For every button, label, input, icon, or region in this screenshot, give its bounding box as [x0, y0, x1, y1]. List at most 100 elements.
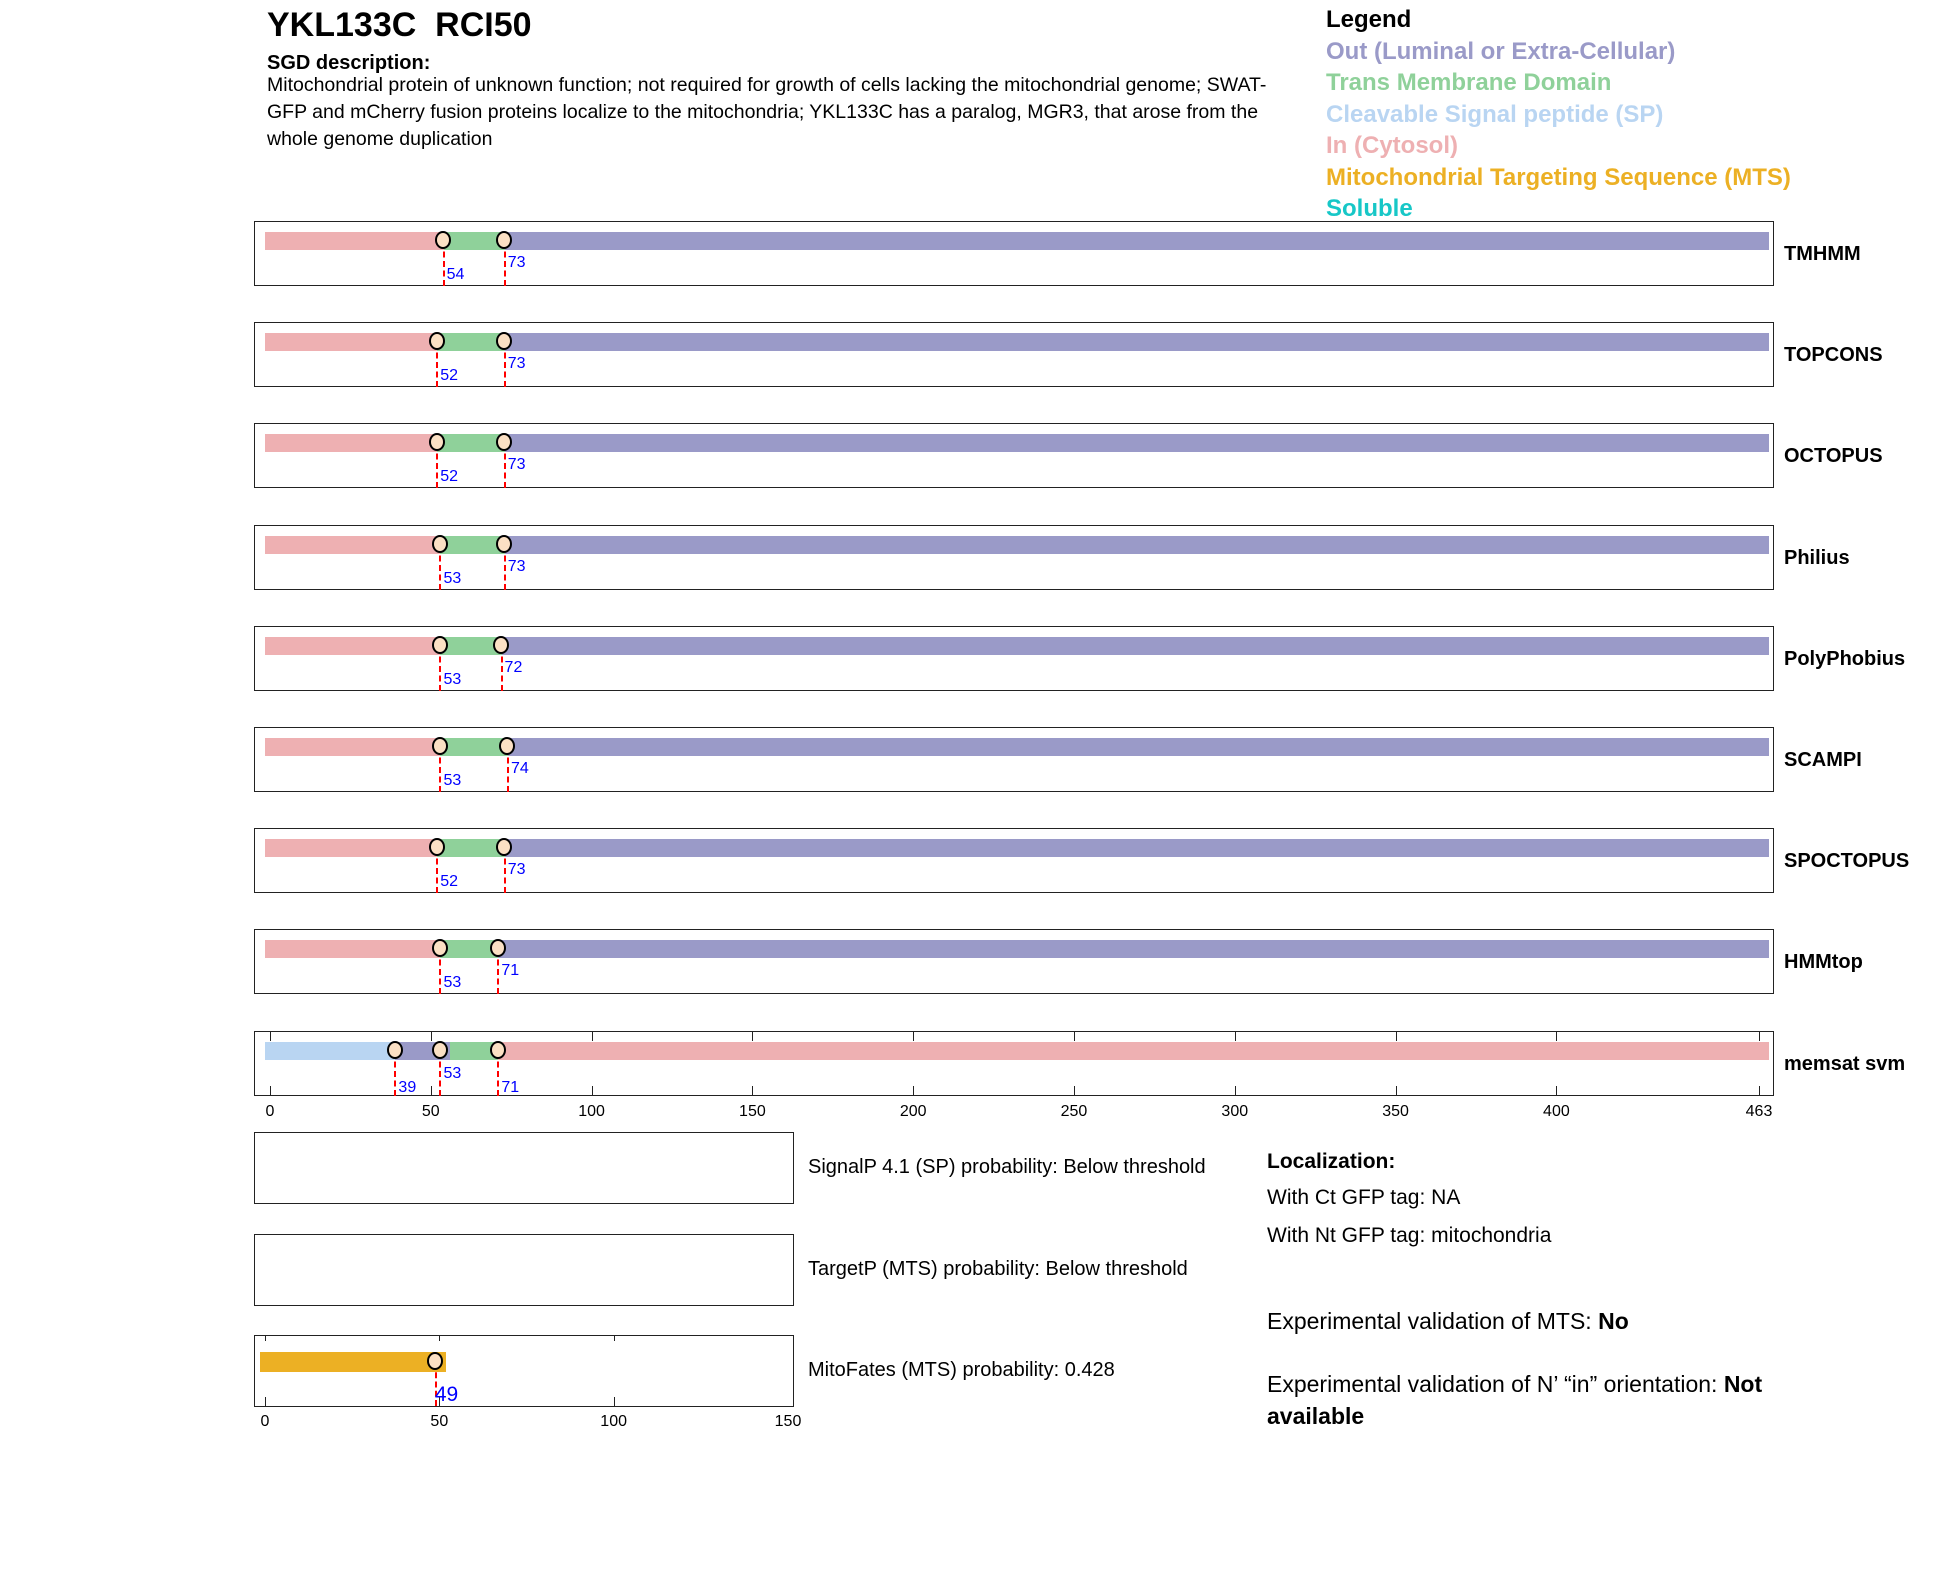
boundary-marker	[428, 838, 445, 857]
segment-tm	[440, 738, 508, 756]
segment-tm	[440, 535, 505, 554]
legend-out: Out (Luminal or Extra-Cellular)	[1326, 37, 1676, 65]
orientation-validation-label: Experimental validation of N’ “in” orien…	[1267, 1371, 1724, 1397]
localization-title: Localization:	[1267, 1150, 1396, 1173]
track-method-label: SCAMPI	[1784, 749, 1862, 771]
mts-validation-label: Experimental validation of MTS:	[1267, 1308, 1599, 1334]
boundary-line	[503, 444, 506, 489]
segment-in	[498, 1041, 1769, 1060]
segment-in	[265, 434, 438, 453]
mts-validation: Experimental validation of MTS: No	[1267, 1308, 1629, 1335]
boundary-marker	[489, 939, 506, 958]
orientation-validation: Experimental validation of N’ “in” orien…	[1267, 1368, 1847, 1432]
mts-cleavage-marker	[427, 1352, 444, 1370]
axis-tick-label: 50	[421, 1102, 440, 1120]
boundary-line	[439, 1051, 442, 1096]
axis-tick	[913, 1030, 915, 1041]
track-method-label: TMHMM	[1784, 243, 1861, 265]
boundary-position-label: 39	[398, 1078, 417, 1096]
track-box-scampi	[254, 727, 1774, 792]
axis-tick	[1073, 1030, 1075, 1041]
boundary-line	[497, 950, 500, 995]
segment-in	[265, 839, 438, 858]
segment-out	[504, 232, 1769, 250]
boundary-marker	[496, 231, 513, 249]
axis-tick-label: 100	[578, 1102, 605, 1120]
axis-tick	[430, 1030, 432, 1041]
boundary-line	[506, 748, 509, 792]
mito-axis-tick	[439, 1335, 441, 1341]
legend: Legend Out (Luminal or Extra-Cellular) T…	[1326, 4, 1791, 225]
boundary-line	[439, 748, 442, 792]
segment-in	[265, 738, 441, 756]
predictor-box	[254, 1233, 794, 1306]
segment-out	[498, 940, 1769, 959]
track-method-label: OCTOPUS	[1784, 445, 1883, 468]
segment-out	[504, 535, 1769, 554]
axis-tick-label: 463	[1745, 1102, 1773, 1120]
boundary-marker	[496, 534, 513, 553]
track-box-hmmtop	[254, 929, 1774, 995]
boundary-position-label: 73	[507, 557, 526, 575]
track-method-label: Philius	[1784, 546, 1850, 569]
orientation-validation-value: Not available	[1267, 1371, 1763, 1429]
axis-tick	[1073, 1085, 1075, 1096]
boundary-position-label: 73	[507, 355, 526, 373]
axis-tick-label: 250	[1060, 1102, 1088, 1120]
segment-in	[265, 636, 441, 655]
segment-in	[265, 940, 441, 959]
boundary-line	[439, 950, 442, 995]
boundary-marker	[428, 332, 445, 351]
segment-tm	[440, 940, 499, 959]
segment-sp	[265, 1041, 396, 1060]
track-method-label: memsat svm	[1784, 1052, 1906, 1075]
boundary-line	[436, 343, 439, 388]
legend-mts: Mitochondrial Targeting Sequence (MTS)	[1326, 163, 1791, 191]
mito-axis-tick	[265, 1397, 266, 1407]
segment-in	[265, 333, 438, 352]
segment-tm	[450, 1041, 499, 1060]
boundary-position-label: 71	[501, 1078, 520, 1096]
track-box-topcons	[254, 322, 1774, 388]
boundary-position-label: 73	[507, 254, 526, 271]
track-box-octopus	[254, 423, 1774, 489]
track-box-philius	[254, 524, 1774, 590]
track-method-label: PolyPhobius	[1784, 647, 1906, 670]
boundary-line	[503, 343, 506, 388]
segment-in	[265, 535, 441, 554]
boundary-marker	[386, 1040, 403, 1059]
axis-tick	[270, 1085, 271, 1096]
axis-tick	[752, 1030, 754, 1041]
track-method-label: SPOCTOPUS	[1784, 850, 1910, 873]
sgd-description-text: Mitochondrial protein of unknown functio…	[267, 74, 1267, 150]
legend-soluble: Soluble	[1326, 195, 1413, 222]
predictor-label: MitoFates (MTS) probability: 0.428	[808, 1359, 1115, 1381]
legend-sp: Cleavable Signal peptide (SP)	[1326, 100, 1664, 128]
boundary-marker	[431, 1040, 448, 1059]
legend-title: Legend	[1326, 6, 1412, 33]
boundary-position-label: 53	[443, 974, 462, 992]
boundary-position-label: 52	[440, 367, 459, 385]
boundary-marker	[496, 838, 513, 857]
boundary-position-label: 72	[504, 658, 523, 676]
axis-tick	[591, 1030, 593, 1041]
segment-out	[504, 839, 1769, 858]
axis-tick	[1234, 1085, 1236, 1096]
boundary-marker	[428, 433, 445, 452]
track-box-spoctopus	[254, 828, 1774, 894]
axis-tick	[430, 1085, 432, 1096]
nt-gfp-tag: With Nt GFP tag: mitochondria	[1267, 1224, 1552, 1247]
boundary-marker	[431, 635, 448, 654]
gene-title: YKL133C RCI50	[267, 6, 532, 44]
segment-out	[504, 434, 1769, 453]
mito-axis-tick	[613, 1335, 615, 1341]
boundary-position-label: 73	[507, 456, 526, 474]
mts-validation-value: No	[1598, 1308, 1629, 1334]
axis-tick	[270, 1030, 271, 1041]
segment-tm	[437, 839, 505, 858]
track-box-polyphobius	[254, 625, 1774, 691]
boundary-line	[497, 1051, 500, 1096]
axis-tick-label: 400	[1543, 1102, 1570, 1120]
boundary-marker	[435, 231, 452, 249]
boundary-marker	[431, 737, 448, 755]
